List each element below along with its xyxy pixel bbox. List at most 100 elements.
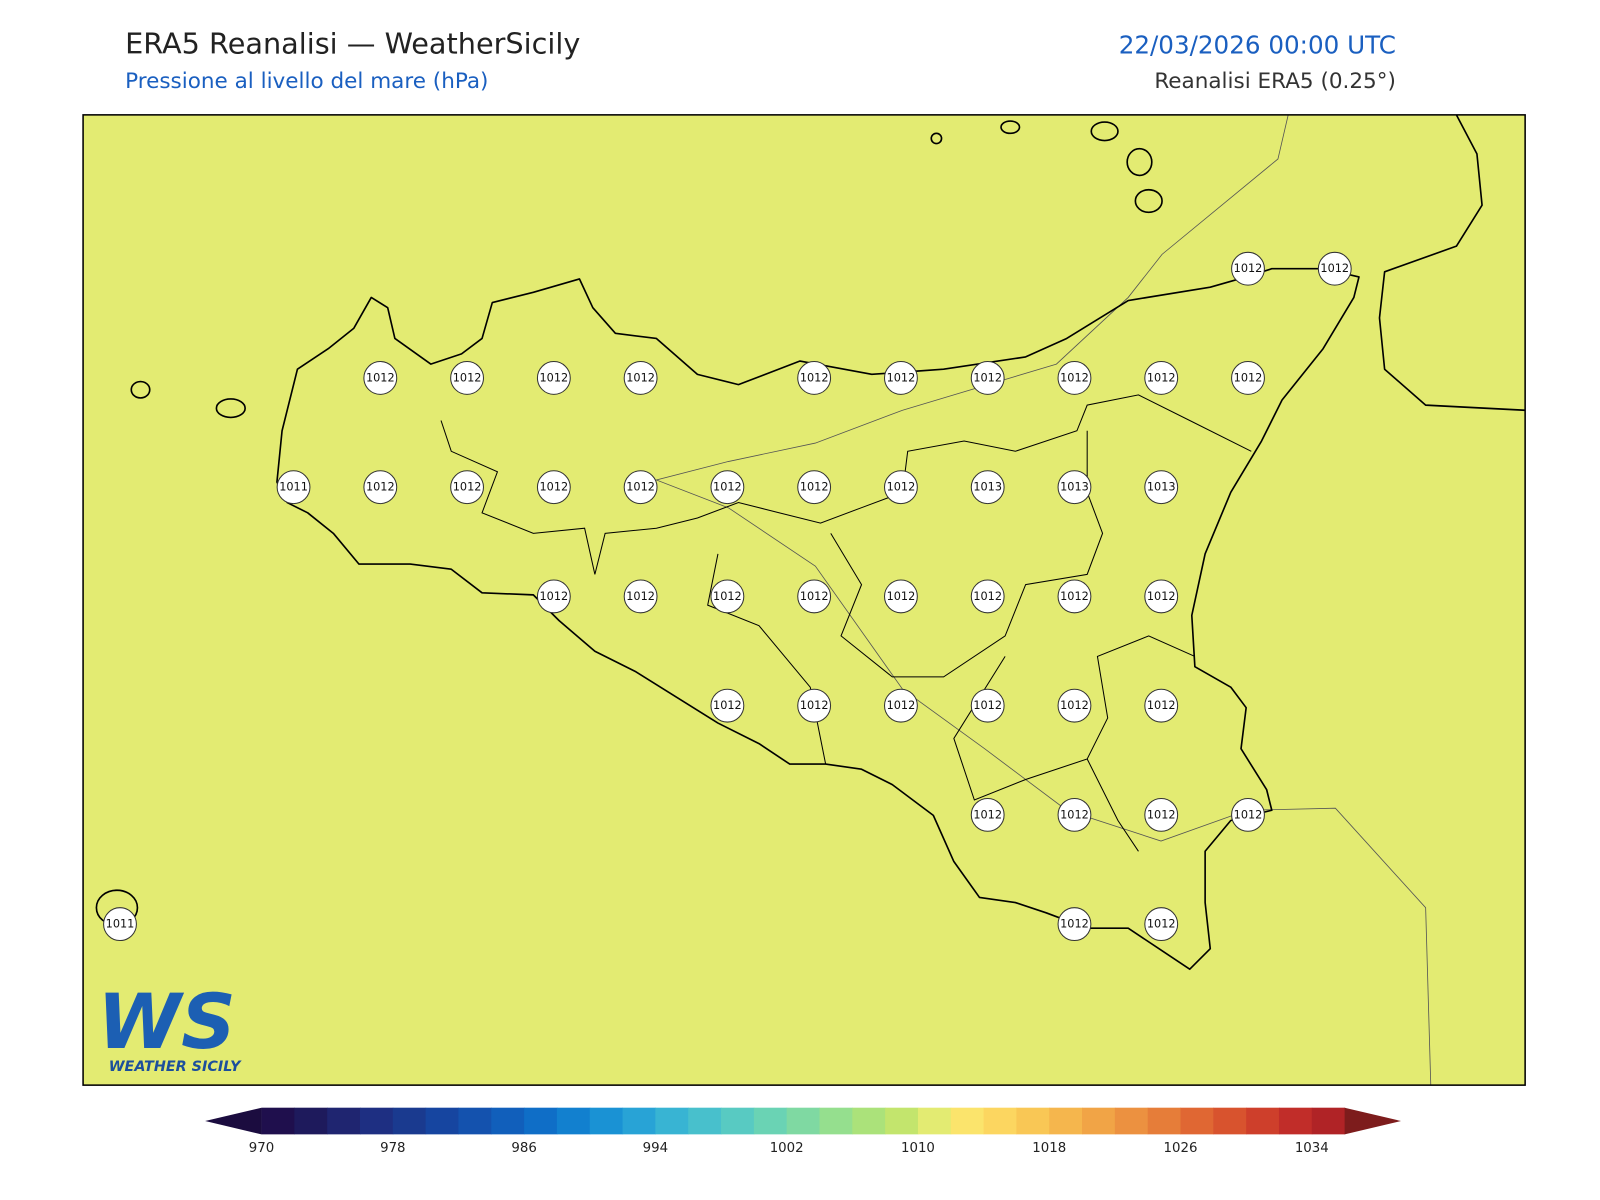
station-marker [276,470,311,505]
station-value: 1012 [366,481,395,494]
station-value: 1012 [1147,918,1176,931]
station-value: 1012 [713,699,742,712]
colorbar-segment [1246,1107,1280,1135]
station-value: 1012 [1147,590,1176,603]
station-value: 1012 [887,481,916,494]
station-marker [1057,361,1092,395]
station-marker [536,579,571,614]
colorbar-segment [1016,1107,1050,1135]
station-value: 1012 [1060,371,1089,384]
colorbar-segment [622,1107,656,1135]
station-value: 1012 [800,590,829,603]
station-value: 1012 [1234,808,1263,821]
station-value: 1012 [1234,262,1263,275]
station-value: 1011 [106,918,135,931]
station-value: 1012 [1060,808,1089,821]
colorbar-segment [1180,1107,1214,1135]
colorbar-segment [589,1107,624,1135]
island [930,132,943,145]
colorbar-segment [327,1107,361,1135]
station-value: 1012 [1060,918,1089,931]
station-value: 1012 [1147,699,1176,712]
island [1126,147,1153,177]
station-marker [710,688,745,723]
calabria-coast [1378,114,1526,412]
colorbar-segment [1311,1107,1346,1135]
station-marker [1057,470,1092,505]
station-value: 1012 [453,481,482,494]
colorbar-segment [360,1107,394,1135]
colorbar-segment [1114,1107,1149,1135]
station-value: 1012 [973,371,1002,384]
station-marker [1144,907,1179,942]
logo: WS WEATHER SICILY [97,978,242,1075]
colorbar-tick-label: 1002 [770,1141,804,1156]
station-value: 1012 [1320,262,1349,275]
colorbar-segment [917,1107,952,1135]
station-value: 1012 [1060,699,1089,712]
station-marker [970,470,1005,505]
island [215,398,246,419]
colorbar-tick-label: 986 [511,1141,536,1156]
station-marker [1057,797,1092,832]
station-marker [710,470,745,505]
colorbar-under [205,1107,262,1135]
station-value: 1012 [887,590,916,603]
colorbar-segment [950,1107,985,1135]
station-value: 1012 [713,481,742,494]
station-value: 1012 [713,590,742,603]
colorbar-segment [556,1107,591,1135]
colorbar-tick-label: 1010 [901,1141,935,1156]
station-marker [970,688,1005,723]
province-borders [440,394,1252,852]
station-marker [103,907,137,942]
station-marker [797,688,832,723]
source: Reanalisi ERA5 (0.25°) [1154,69,1396,94]
station-value: 1013 [1060,481,1089,494]
colorbar-segment [425,1107,459,1135]
station-marker [623,470,658,505]
colorbar-segment [655,1107,689,1135]
colorbar-segment [1049,1107,1083,1135]
colorbar-segment [983,1107,1017,1135]
station-value: 1012 [800,699,829,712]
station-marker [363,470,398,505]
colorbar-tick-label: 1034 [1295,1141,1329,1156]
colorbar-tick-label: 994 [643,1141,668,1156]
station-value: 1012 [1060,590,1089,603]
station-marker [970,579,1005,614]
station-marker [1057,579,1092,614]
station-marker [450,361,484,395]
pressure-area [655,114,1526,1086]
station-marker [1231,361,1265,395]
station-marker [536,470,571,505]
station-value: 1012 [626,481,655,494]
station-value: 1012 [1147,371,1176,384]
station-marker [1317,251,1352,286]
colorbar-segment [1082,1107,1116,1135]
colorbar-over [1344,1107,1402,1135]
station-marker [450,470,484,505]
colorbar-segment [852,1107,886,1135]
station-marker [1144,797,1179,832]
colorbar-segment [524,1107,558,1135]
colorbar-segment [1213,1107,1247,1135]
station-marker [884,361,918,395]
station-marker [797,470,832,505]
title: ERA5 Reanalisi — WeatherSicily [125,26,580,60]
island [130,380,151,399]
station-value: 1012 [800,371,829,384]
island [1000,120,1021,135]
station-value: 1011 [279,481,308,494]
station-marker [710,579,745,614]
station-value: 1013 [973,481,1002,494]
station-value: 1012 [973,699,1002,712]
colorbar-segment [786,1107,820,1135]
station-value: 1012 [540,481,569,494]
map-frame [82,114,1526,1086]
station-marker [970,797,1005,832]
logo-name: WEATHER SICILY [109,1059,242,1075]
stations: 1012 1012 1012 1012 1012 1012 1012 1012 1012 1012… [103,251,1352,942]
station-value: 1012 [800,481,829,494]
